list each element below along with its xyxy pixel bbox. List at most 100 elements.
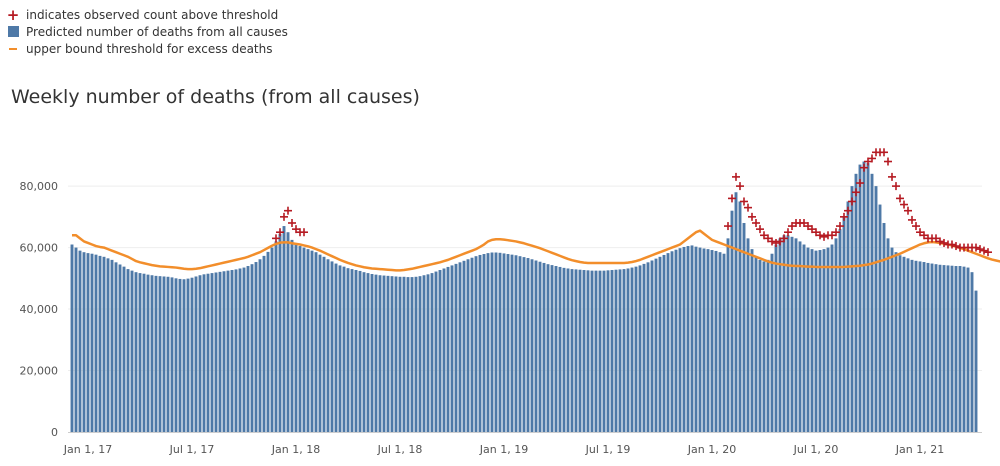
bar[interactable] — [210, 273, 214, 432]
bar[interactable] — [270, 247, 274, 432]
bar[interactable] — [730, 210, 734, 432]
bar[interactable] — [794, 238, 798, 432]
bar[interactable] — [86, 253, 90, 432]
bar[interactable] — [910, 259, 914, 432]
bar[interactable] — [530, 259, 534, 432]
bar[interactable] — [734, 192, 738, 432]
observed-marker[interactable] — [832, 228, 840, 237]
bar[interactable] — [398, 276, 402, 432]
bar[interactable] — [854, 173, 858, 432]
bar[interactable] — [470, 257, 474, 432]
observed-marker[interactable] — [768, 237, 776, 246]
bar[interactable] — [90, 253, 94, 432]
bar[interactable] — [338, 265, 342, 432]
bar[interactable] — [678, 248, 682, 432]
bar[interactable] — [942, 265, 946, 432]
bar[interactable] — [378, 275, 382, 432]
bar[interactable] — [278, 233, 282, 432]
bar[interactable] — [742, 222, 746, 432]
bar[interactable] — [330, 261, 334, 432]
bar[interactable] — [518, 256, 522, 432]
bar[interactable] — [642, 263, 646, 432]
bar[interactable] — [174, 278, 178, 432]
bar[interactable] — [690, 245, 694, 432]
bar[interactable] — [778, 238, 782, 432]
bar[interactable] — [962, 266, 966, 432]
legend-item-threshold[interactable]: upper bound threshold for excess deaths — [6, 40, 288, 57]
bar[interactable] — [974, 290, 978, 432]
bar[interactable] — [914, 260, 918, 432]
bar[interactable] — [306, 249, 310, 432]
bar[interactable] — [318, 254, 322, 432]
bar[interactable] — [78, 250, 82, 432]
observed-marker[interactable] — [284, 206, 292, 215]
bar[interactable] — [462, 260, 466, 432]
observed-marker[interactable] — [904, 206, 912, 215]
bar[interactable] — [182, 279, 186, 432]
bar[interactable] — [714, 250, 718, 432]
bar[interactable] — [766, 259, 770, 432]
bar[interactable] — [490, 252, 494, 433]
observed-marker[interactable] — [848, 197, 856, 206]
bar[interactable] — [266, 251, 270, 432]
bar[interactable] — [138, 273, 142, 432]
bar[interactable] — [702, 248, 706, 433]
observed-marker[interactable] — [728, 194, 736, 203]
observed-marker[interactable] — [884, 157, 892, 166]
bar[interactable] — [718, 252, 722, 432]
observed-marker[interactable] — [908, 215, 916, 224]
bar[interactable] — [70, 244, 74, 432]
bar[interactable] — [722, 253, 726, 432]
bar[interactable] — [254, 262, 258, 432]
bar[interactable] — [478, 254, 482, 432]
bar[interactable] — [890, 247, 894, 432]
observed-marker[interactable] — [820, 232, 828, 241]
bar[interactable] — [418, 276, 422, 432]
bar[interactable] — [482, 254, 486, 432]
bar[interactable] — [866, 163, 870, 433]
bar[interactable] — [774, 244, 778, 432]
bar[interactable] — [374, 274, 378, 432]
observed-marker[interactable] — [896, 194, 904, 203]
bar[interactable] — [466, 259, 470, 432]
bar[interactable] — [194, 276, 198, 432]
bar[interactable] — [902, 256, 906, 432]
observed-marker[interactable] — [836, 222, 844, 231]
bar[interactable] — [354, 270, 358, 432]
observed-marker[interactable] — [840, 212, 848, 221]
bar[interactable] — [594, 270, 598, 432]
bar[interactable] — [110, 259, 114, 432]
bar[interactable] — [218, 271, 222, 432]
bar[interactable] — [582, 270, 586, 432]
observed-marker[interactable] — [880, 148, 888, 157]
bar[interactable] — [202, 274, 206, 432]
bar[interactable] — [658, 256, 662, 432]
observed-marker[interactable] — [780, 234, 788, 243]
bar[interactable] — [630, 267, 634, 432]
bar[interactable] — [186, 278, 190, 432]
bar[interactable] — [938, 264, 942, 432]
bar[interactable] — [822, 249, 826, 432]
bar[interactable] — [302, 247, 306, 432]
bar[interactable] — [878, 204, 882, 432]
bar[interactable] — [954, 266, 958, 432]
bar[interactable] — [258, 259, 262, 432]
bar[interactable] — [102, 256, 106, 432]
bar[interactable] — [842, 216, 846, 432]
observed-marker[interactable] — [816, 231, 824, 240]
bar[interactable] — [314, 252, 318, 432]
observed-marker[interactable] — [744, 203, 752, 212]
observed-marker[interactable] — [940, 238, 948, 247]
bar[interactable] — [82, 252, 86, 432]
observed-marker[interactable] — [844, 206, 852, 215]
bar[interactable] — [298, 246, 302, 432]
bar[interactable] — [394, 276, 398, 432]
bar[interactable] — [494, 252, 498, 433]
observed-marker[interactable] — [300, 228, 308, 237]
bar[interactable] — [150, 275, 154, 432]
bar[interactable] — [698, 247, 702, 432]
bar[interactable] — [350, 269, 354, 432]
bar[interactable] — [502, 253, 506, 432]
bar[interactable] — [586, 270, 590, 432]
legend-item-predicted[interactable]: Predicted number of deaths from all caus… — [6, 23, 288, 40]
